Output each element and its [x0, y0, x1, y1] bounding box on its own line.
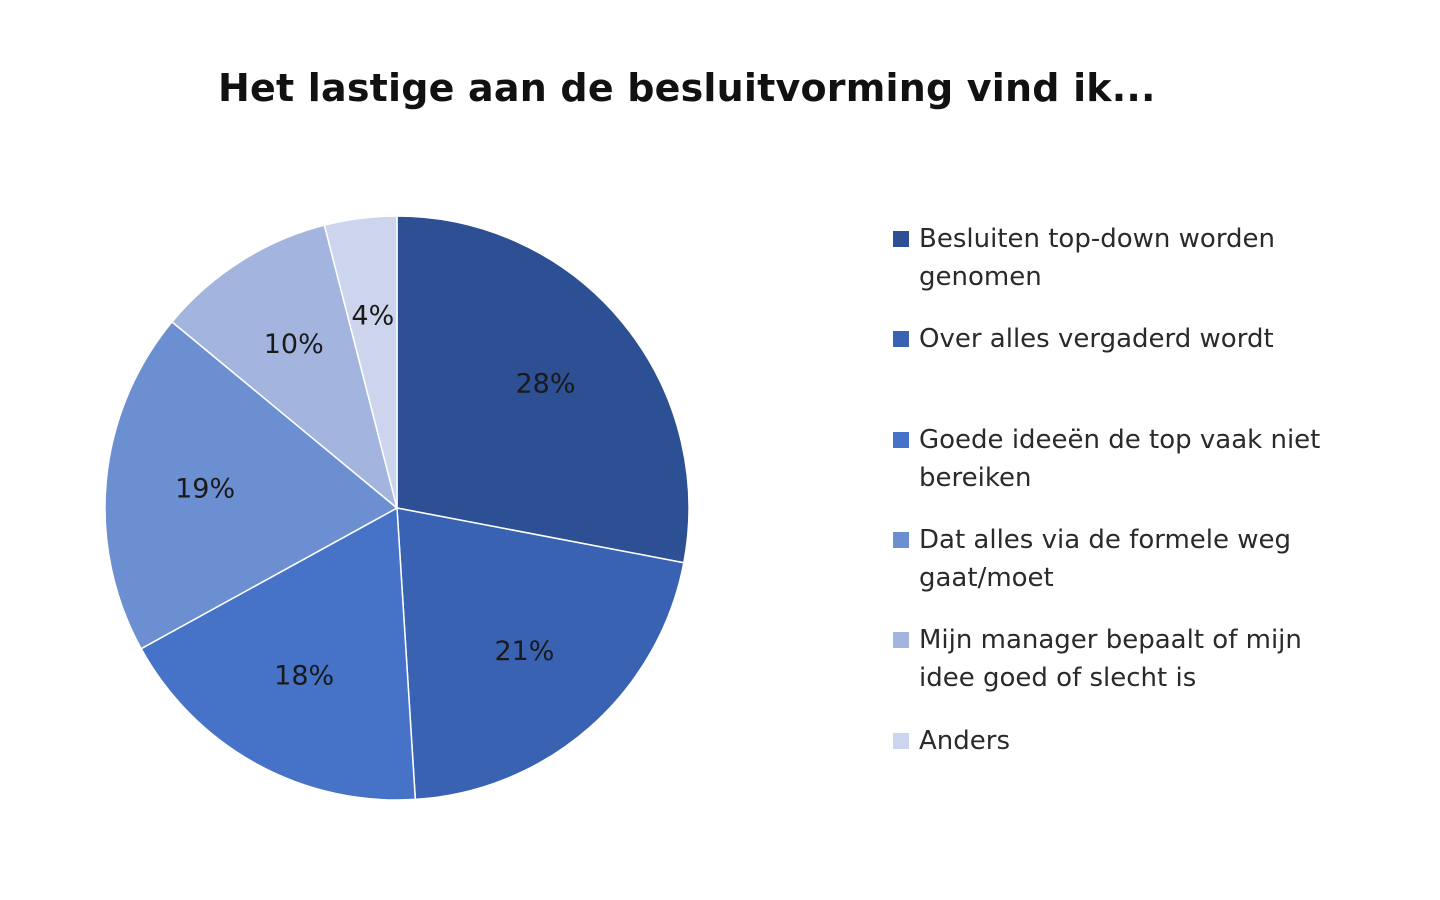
legend-swatch: [893, 331, 909, 347]
legend-swatch: [893, 632, 909, 648]
pie-slice-labels: 28% 21% 18% 19% 10% 4%: [175, 300, 575, 691]
legend-label: Mijn manager bepaalt of mijn idee goed o…: [919, 625, 1302, 693]
pie-slice-label: 28%: [515, 369, 575, 400]
pie-slice-label: 19%: [175, 473, 235, 504]
pie-slice-label: 10%: [264, 329, 324, 360]
pie-slice-label: 18%: [274, 660, 334, 691]
chart-title: Het lastige aan de besluitvorming vind i…: [218, 66, 1156, 110]
pie-slices: [104, 215, 690, 801]
legend-item: Besluiten top-down worden genomen: [893, 220, 1339, 296]
pie-slice: [104, 320, 399, 650]
legend-item: Dat alles via de formele weg gaat/moet: [893, 521, 1339, 597]
legend-label: Anders: [919, 726, 1010, 756]
legend-label: Dat alles via de formele weg gaat/moet: [919, 525, 1292, 593]
legend-swatch: [893, 532, 909, 548]
pie-slice-label: 4%: [351, 300, 394, 331]
pie-slice-label: 21%: [494, 636, 554, 667]
pie-slice: [396, 215, 690, 564]
legend-item: Over alles vergaderd wordt: [893, 320, 1339, 358]
legend-item: Goede ideeën de top vaak niet bereiken: [893, 421, 1339, 497]
legend-label: Over alles vergaderd wordt: [919, 324, 1274, 354]
legend-swatch: [893, 733, 909, 749]
legend-swatch: [893, 432, 909, 448]
pie-slice: [140, 506, 417, 801]
legend-label: Besluiten top-down worden genomen: [919, 224, 1276, 292]
pie-slice: [170, 224, 399, 511]
legend-label: Goede ideeën de top vaak niet bereiken: [919, 425, 1321, 493]
legend-item: Mijn manager bepaalt of mijn idee goed o…: [893, 621, 1339, 697]
legend-item: Anders: [893, 722, 1339, 760]
pie-slice: [323, 215, 398, 509]
pie-slice: [396, 507, 685, 801]
legend-swatch: [893, 231, 909, 247]
